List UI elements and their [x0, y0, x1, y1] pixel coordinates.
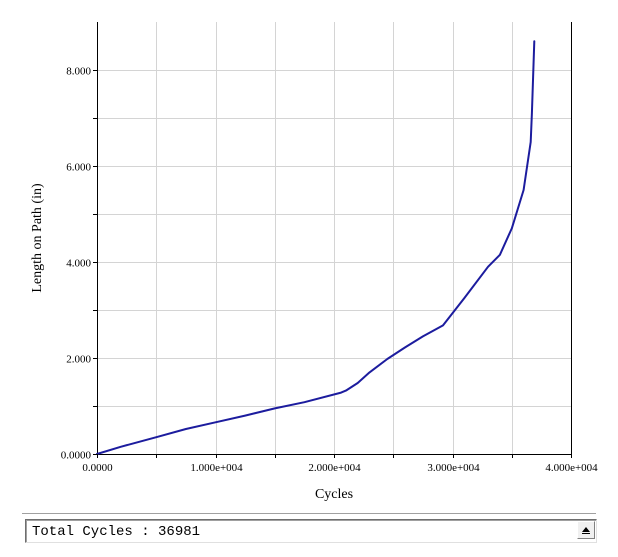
status-bar: Total Cycles : 36981 [0, 508, 618, 557]
scroll-up-button[interactable] [577, 521, 595, 539]
x-tick-label: 3.000e+004 [427, 462, 480, 474]
y-tick-label: 2.000 [66, 354, 91, 366]
y-tick-label: 8.000 [66, 66, 91, 78]
x-tick-label: 4.000e+004 [545, 462, 598, 474]
x-tick-label: 0.0000 [82, 462, 113, 474]
grid [97, 22, 572, 454]
status-text-box[interactable]: Total Cycles : 36981 [25, 519, 597, 543]
y-tick-label: 0.0000 [61, 450, 92, 462]
x-tick-label: 1.000e+004 [190, 462, 243, 474]
status-divider [22, 513, 596, 514]
y-tick-label: 4.000 [66, 258, 91, 270]
series-line [96, 40, 536, 455]
y-axis-title: Length on Path (in) [30, 183, 45, 293]
chart-area: 0.0000 1.000e+004 2.000e+004 3.000e+004 4.00… [30, 22, 598, 502]
total-cycles-text: Total Cycles : 36981 [32, 524, 201, 540]
chart-svg: 0.0000 1.000e+004 2.000e+004 3.000e+004 4.00… [30, 22, 598, 502]
series-layer [96, 40, 536, 455]
y-tick-label: 6.000 [66, 162, 91, 174]
x-tick-label: 2.000e+004 [308, 462, 361, 474]
x-axis-title: Cycles [315, 487, 353, 502]
tick-layer: 0.0000 1.000e+004 2.000e+004 3.000e+004 4.00… [61, 66, 598, 475]
scroll-up-arrow-icon [582, 527, 590, 534]
